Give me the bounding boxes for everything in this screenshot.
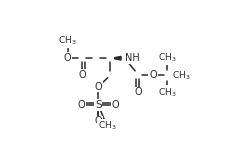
Text: O: O [94,82,102,92]
Text: CH$_3$: CH$_3$ [58,35,77,47]
Text: O: O [77,100,85,110]
Text: O: O [94,116,102,126]
Text: CH$_3$: CH$_3$ [158,52,176,64]
Text: NH: NH [124,53,139,63]
Text: O: O [64,53,72,63]
Text: S: S [95,100,102,110]
Text: O: O [78,70,86,80]
Polygon shape [115,56,121,60]
Text: CH$_3$: CH$_3$ [158,86,176,99]
Text: O: O [135,87,143,97]
Text: O: O [149,70,157,80]
Text: O: O [112,100,119,110]
Text: CH$_3$: CH$_3$ [98,119,116,132]
Text: CH$_3$: CH$_3$ [172,69,191,82]
